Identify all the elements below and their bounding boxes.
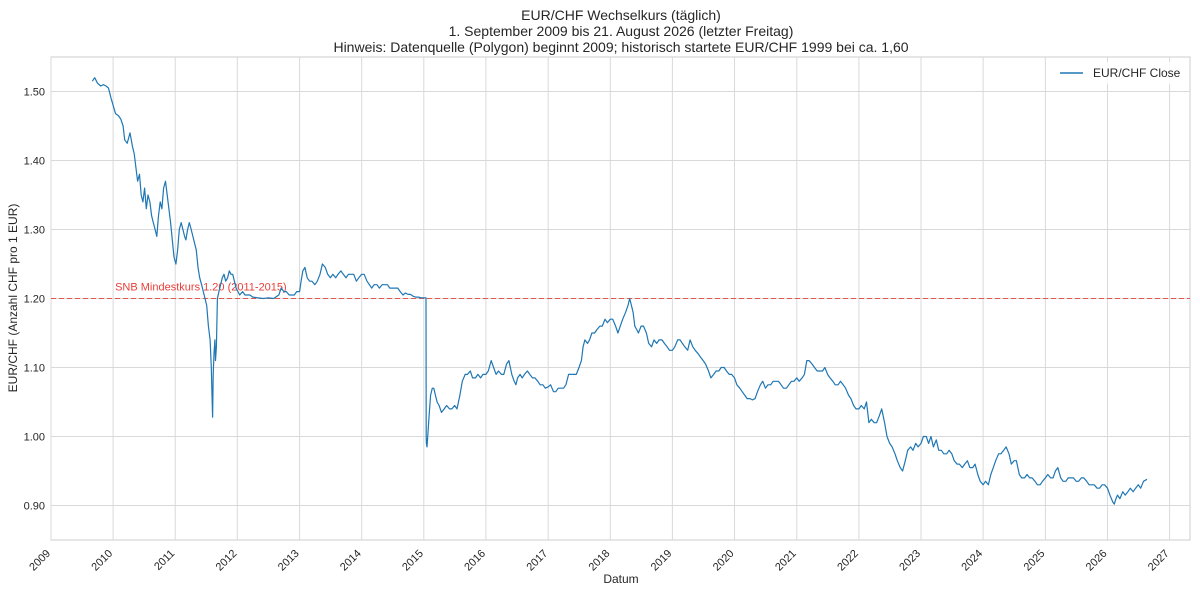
x-axis-ticks: 2009 2010 2011 2012 2013 2014 2015 2016 2017 2018… bbox=[27, 548, 1171, 574]
series-line-eurchf-close bbox=[91, 77, 1148, 505]
x-tick-label: 2027 bbox=[1146, 548, 1172, 574]
series-layer bbox=[91, 77, 1148, 505]
x-tick-label: 2013 bbox=[276, 548, 302, 574]
x-tick-label: 2019 bbox=[649, 548, 675, 574]
y-tick-label: 1.40 bbox=[24, 156, 45, 168]
x-tick-label: 2025 bbox=[1022, 548, 1048, 574]
y-axis-label: EUR/CHF (Anzahl CHF pro 1 EUR) bbox=[6, 204, 20, 393]
chart-title-line-2: 1. September 2009 bis 21. August 2026 (l… bbox=[449, 23, 794, 39]
x-tick-label: 2010 bbox=[89, 548, 115, 574]
reference-layer: SNB Mindestkurs 1.20 (2011-2015) bbox=[51, 282, 1190, 299]
x-tick-label: 2023 bbox=[897, 548, 923, 574]
x-tick-label: 2026 bbox=[1084, 548, 1110, 574]
x-tick-label: 2018 bbox=[587, 548, 613, 574]
chart-title-line-3: Hinweis: Datenquelle (Polygon) beginnt 2… bbox=[333, 39, 908, 55]
y-tick-label: 1.50 bbox=[24, 87, 45, 99]
x-tick-label: 2021 bbox=[773, 548, 799, 574]
x-tick-label: 2014 bbox=[338, 548, 364, 574]
y-axis-ticks: 0.90 1.00 1.10 1.20 1.30 1.40 1.50 bbox=[24, 87, 45, 513]
y-tick-label: 1.20 bbox=[24, 294, 45, 306]
x-tick-label: 2011 bbox=[152, 548, 177, 573]
x-axis-label: Datum bbox=[603, 572, 638, 586]
y-tick-label: 1.10 bbox=[24, 363, 45, 375]
snb-floor-reference-label: SNB Mindestkurs 1.20 (2011-2015) bbox=[115, 282, 287, 294]
x-tick-label: 2020 bbox=[711, 548, 737, 574]
y-tick-label: 0.90 bbox=[24, 501, 45, 513]
x-tick-label: 2022 bbox=[835, 548, 861, 574]
x-tick-label: 2024 bbox=[959, 548, 985, 574]
chart-title-line-1: EUR/CHF Wechselkurs (täglich) bbox=[521, 7, 721, 23]
x-tick-label: 2015 bbox=[400, 548, 426, 574]
legend: EUR/CHF Close bbox=[1050, 62, 1184, 84]
y-tick-label: 1.30 bbox=[24, 225, 45, 237]
x-tick-label: 2017 bbox=[525, 548, 551, 574]
x-tick-label: 2009 bbox=[27, 548, 53, 574]
y-tick-label: 1.00 bbox=[24, 432, 45, 444]
legend-label-eurchf-close: EUR/CHF Close bbox=[1093, 66, 1181, 80]
x-tick-label: 2016 bbox=[462, 548, 488, 574]
x-tick-label: 2012 bbox=[214, 548, 240, 574]
legend-box bbox=[1050, 62, 1184, 84]
